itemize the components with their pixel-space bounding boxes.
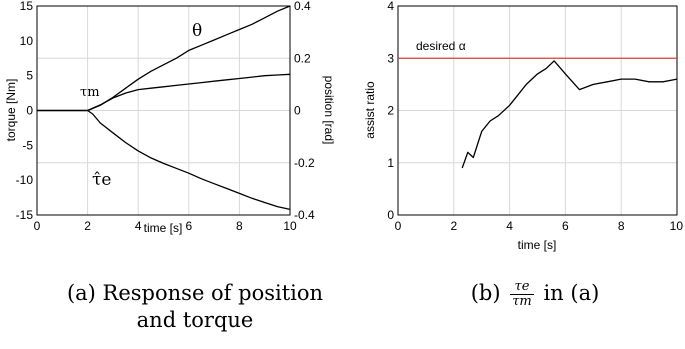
panel-a-y-tick-label-right: -0.4	[294, 208, 315, 222]
tau-e-hat-series-line	[37, 109, 291, 211]
panel-a-chart: 0 2 4 6 8 10 15 10 5 0 -5 -10 -15 0.4 0.2 0 -0.2 -0.4 tim…	[4, 0, 336, 235]
panel-b-x-tick-label: 10	[670, 219, 684, 233]
panel-b-series	[398, 57, 678, 169]
panel-a-y-tick-label-left: 0	[26, 104, 33, 118]
panel-b-y-tick-label: 2	[387, 104, 394, 118]
panel-a-y-tick-label-right: -0.2	[294, 156, 315, 170]
panel-a-x-tick-label: 6	[185, 219, 192, 233]
theta-annotation: θ	[192, 21, 202, 41]
panel-a-y-tick-label-right: 0.2	[294, 51, 311, 65]
panel-b-x-tick-label: 8	[618, 219, 625, 233]
panel-b-y-tick-label: 4	[387, 0, 394, 13]
panel-a-y-tick-label-left: 15	[20, 0, 34, 13]
panel-b-y-tick-label: 3	[387, 51, 394, 65]
caption-b-fraction: τe τm	[510, 280, 534, 309]
tau-e-hat-annotation: τ̂e	[92, 170, 111, 190]
panel-a-x-tick-label: 4	[135, 219, 142, 233]
caption-a-line2: and torque	[136, 308, 254, 332]
panel-a-y-axis-label-right: position [rad]	[322, 76, 336, 145]
panel-b-x-tick-label: 4	[506, 219, 513, 233]
panel-a-y-tick-label-left: -10	[16, 173, 34, 187]
caption-b-prefix: (b)	[470, 281, 501, 305]
caption-a-line1: (a) Response of position	[66, 281, 324, 305]
panel-b-y-axis-label: assist ratio	[363, 81, 377, 139]
panel-b-y-tick-label: 0	[387, 208, 394, 222]
panel-b-x-tick-label: 0	[395, 219, 402, 233]
caption-a: (a) Response of position and torque	[40, 280, 350, 334]
panel-a-y-tick-label-left: 5	[26, 69, 33, 83]
panel-a-ticks: 0 2 4 6 8 10 15 10 5 0 -5 -10 -15 0.4 0.2 0 -0.2 -0.4	[16, 0, 315, 233]
panel-a-y-tick-label-right: 0.4	[294, 0, 311, 13]
panel-b-grid	[398, 6, 677, 215]
assist-ratio-series-line	[461, 60, 678, 169]
panel-a-y-axis-label-left: torque [Nm]	[4, 79, 18, 142]
panel-a-x-tick-label: 2	[84, 219, 91, 233]
panel-b-frame	[397, 5, 678, 216]
panel-b-x-tick-label: 2	[450, 219, 457, 233]
caption-b-numerator: τe	[510, 280, 534, 295]
panel-a-y-tick-label-left: 10	[20, 34, 34, 48]
panel-b-x-tick-label: 6	[562, 219, 569, 233]
panel-a-y-tick-label-left: -5	[22, 138, 33, 152]
caption-b-suffix: in (a)	[543, 281, 600, 305]
panel-a-y-tick-label-left: -15	[16, 208, 34, 222]
tau-m-annotation: τm	[80, 85, 100, 100]
caption-b: (b) τe τm in (a)	[420, 280, 650, 309]
caption-b-denominator: τm	[512, 294, 532, 309]
panel-a-series	[37, 5, 291, 211]
panel-a-x-tick-label: 8	[236, 219, 243, 233]
panel-b-x-axis-label: time [s]	[518, 238, 557, 252]
panel-a-x-tick-label: 10	[283, 219, 297, 233]
tau-m-series-line	[37, 73, 291, 112]
panel-a-x-axis-label: time [s]	[144, 221, 183, 235]
desired-alpha-label: desired α	[416, 39, 466, 53]
panel-a-x-tick-label: 0	[34, 219, 41, 233]
panel-b-y-tick-label: 1	[387, 156, 394, 170]
panel-a-y-tick-label-right: 0	[294, 104, 301, 118]
